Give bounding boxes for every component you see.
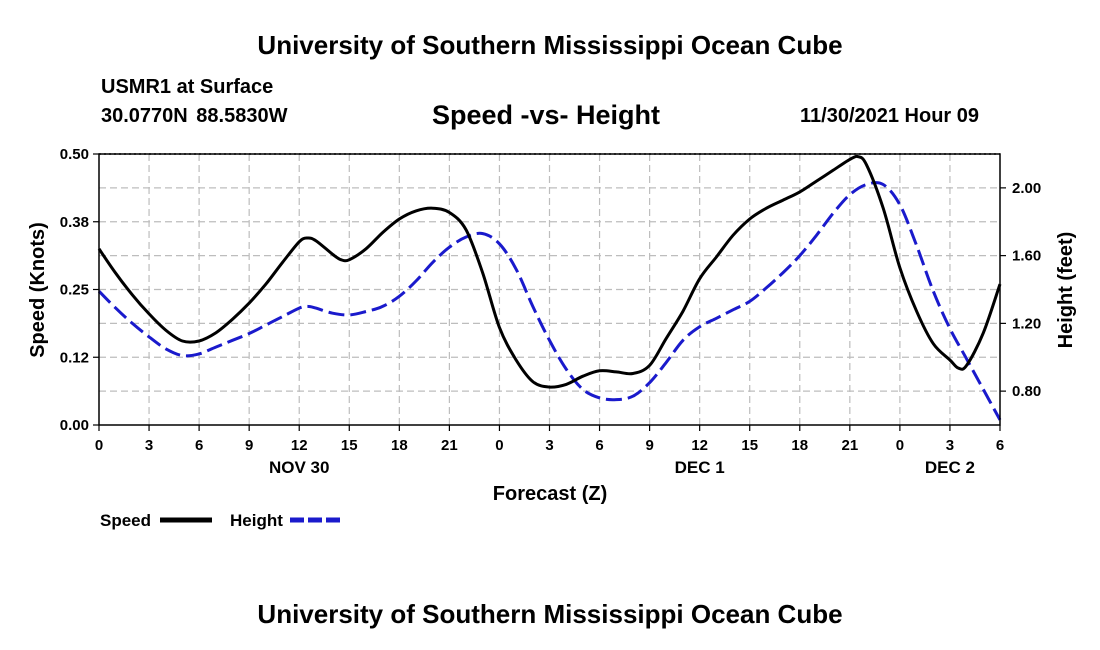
y-left-tick-label: 0.50 [60, 146, 89, 163]
x-tick-label: 9 [245, 437, 253, 454]
chart-title: University of Southern Mississippi Ocean… [257, 30, 843, 60]
axes: 0 3 6 9 12 15 18 21 0 3 6 9 12 15 18 21 0 3 6 0.00 0.12 0.25 0… [60, 146, 1041, 477]
y-axis-left-label: Speed (Knots) [27, 222, 49, 358]
x-tick-label: 6 [996, 437, 1004, 454]
speed-series-line [97, 154, 1002, 389]
y-left-tick-label: 0.38 [60, 214, 89, 231]
x-tick-label: 21 [841, 437, 858, 454]
x-tick-label: 18 [791, 437, 808, 454]
x-date-label: DEC 1 [675, 458, 725, 477]
chart-subtitle: Speed -vs- Height [432, 100, 661, 130]
station-label: USMR1 at Surface [101, 76, 274, 98]
forecast-datetime: 11/30/2021 Hour 09 [800, 105, 980, 127]
x-tick-label: 0 [896, 437, 904, 454]
station-coordinates: 30.0770N 88.5830W [101, 105, 288, 127]
y-left-tick-label: 0.00 [60, 417, 89, 434]
height-series-line [97, 181, 1002, 421]
x-tick-label: 6 [195, 437, 203, 454]
legend-speed-label: Speed [100, 511, 151, 530]
x-axis-label: Forecast (Z) [493, 483, 607, 505]
x-tick-label: 12 [291, 437, 308, 454]
y-right-tick-label: 1.20 [1012, 315, 1041, 332]
x-tick-label: 3 [545, 437, 553, 454]
y-right-tick-label: 1.60 [1012, 248, 1041, 265]
y-right-tick-label: 2.00 [1012, 180, 1041, 197]
y-axis-right-label: Height (feet) [1055, 232, 1077, 349]
series-layer [97, 154, 1002, 421]
x-date-label: DEC 2 [925, 458, 975, 477]
y-left-tick-label: 0.12 [60, 349, 89, 366]
x-tick-label: 15 [741, 437, 758, 454]
x-date-label: NOV 30 [269, 458, 329, 477]
legend-height-label: Height [230, 511, 283, 530]
x-tick-label: 9 [645, 437, 653, 454]
x-tick-label: 3 [145, 437, 153, 454]
x-tick-label: 0 [95, 437, 103, 454]
x-tick-label: 6 [595, 437, 603, 454]
x-tick-label: 18 [391, 437, 408, 454]
legend: Speed Height [100, 511, 342, 530]
x-tick-label: 15 [341, 437, 358, 454]
x-tick-label: 21 [441, 437, 458, 454]
x-tick-label: 12 [691, 437, 708, 454]
y-right-tick-label: 0.80 [1012, 383, 1041, 400]
x-tick-label: 0 [495, 437, 503, 454]
footer-title: University of Southern Mississippi Ocean… [257, 599, 843, 629]
grid [99, 154, 1000, 425]
x-tick-label: 3 [946, 437, 954, 454]
y-left-tick-label: 0.25 [60, 282, 89, 299]
